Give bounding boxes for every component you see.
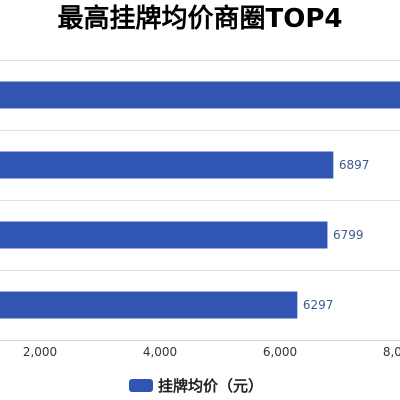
data-label: 6799 (333, 228, 364, 242)
data-labels: 6897 6799 6297 (303, 158, 370, 312)
legend-swatch (129, 379, 153, 392)
x-tick-label: 6,000 (263, 345, 297, 359)
legend-item[interactable]: 挂牌均价（元） (129, 377, 263, 395)
data-label: 6297 (303, 298, 334, 312)
x-tick-label: 4,000 (143, 345, 177, 359)
x-tick-label: 2,000 (23, 345, 57, 359)
legend-label: 挂牌均价（元） (158, 377, 263, 395)
data-label: 6897 (339, 158, 370, 172)
bar (0, 220, 329, 250)
chart-title: 最高挂牌均价商圈TOP4 (57, 4, 343, 34)
bar (0, 80, 400, 110)
bar (0, 290, 299, 320)
bar (0, 150, 335, 180)
bar-series (0, 80, 400, 320)
x-axis: 2,000 4,000 6,000 8,000 (23, 345, 400, 359)
gridlines (0, 60, 400, 341)
x-tick-label: 8,000 (383, 345, 400, 359)
